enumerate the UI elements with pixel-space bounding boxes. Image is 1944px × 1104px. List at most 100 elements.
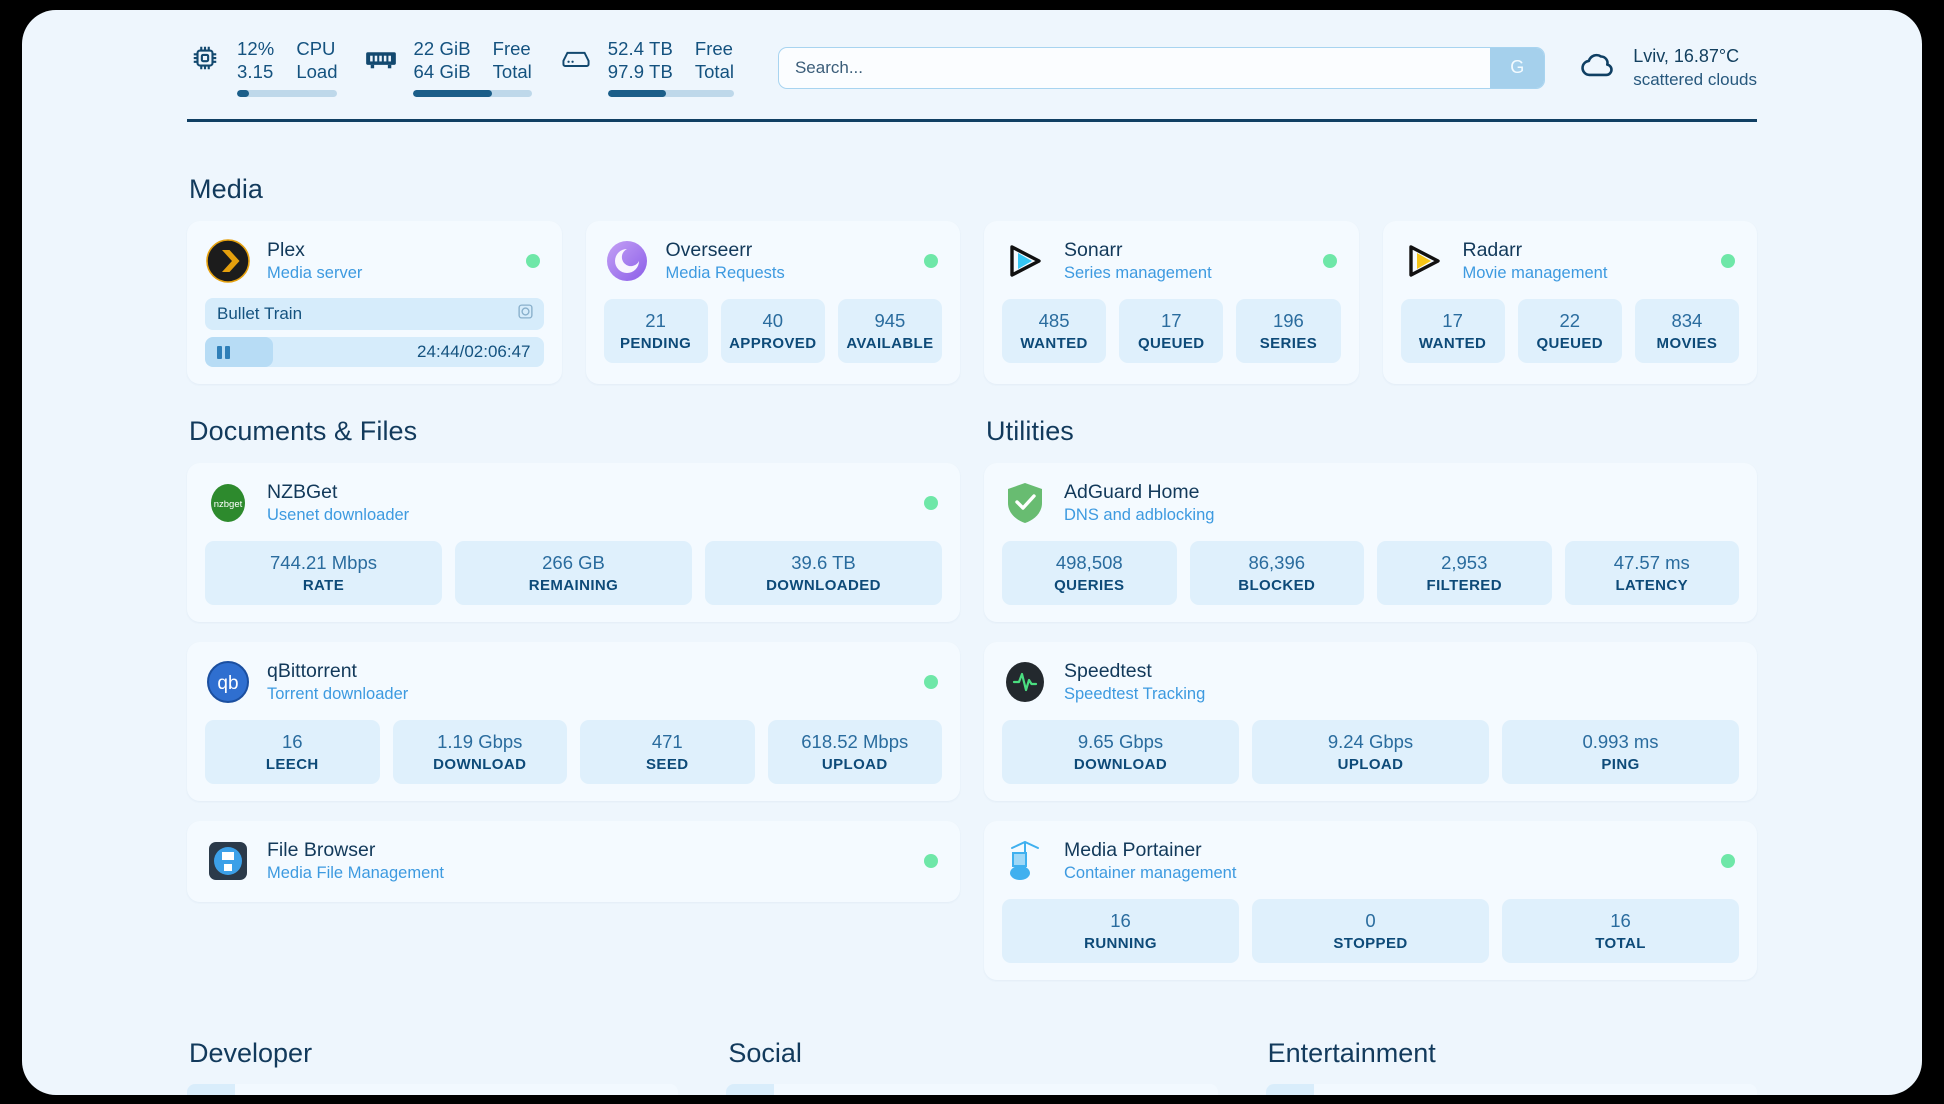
stat-label: QUEUED [1536, 335, 1604, 353]
cpu-label-bottom: Load [296, 61, 338, 82]
service-subtitle: Usenet downloader [267, 506, 410, 524]
speedtest-icon [1002, 659, 1048, 705]
service-name: qBittorrent [267, 660, 357, 683]
stat-value: 1.19 Gbps [437, 731, 523, 753]
service-name: Sonarr [1064, 239, 1123, 261]
service-name: Overseerr [665, 239, 753, 261]
plex-icon [205, 238, 251, 284]
service-card-adguard-home[interactable]: AdGuard Home DNS and adblocking 498,508 … [984, 463, 1757, 623]
cloud-icon [1577, 49, 1619, 86]
bookmark-group-title: Developer [189, 1038, 313, 1069]
stat-tile[interactable]: 1.19 Gbps DOWNLOAD [392, 720, 567, 785]
stat-tile[interactable]: 0 STOPPED [1252, 899, 1489, 964]
stat-tile[interactable]: 744.21 Mbps RATE [205, 541, 442, 606]
bookmark-group-title: Social [728, 1038, 802, 1069]
stat-tile[interactable]: 618.52 Mbps UPLOAD [767, 720, 942, 785]
search-engine-button[interactable]: G [1490, 47, 1545, 88]
memory-progress-fill [413, 90, 492, 97]
stat-tile[interactable]: 47.57 ms LATENCY [1564, 541, 1739, 606]
stat-row: 498,508 QUERIES 86,396 BLOCKED 2,953 FIL… [1002, 541, 1739, 606]
stat-value: 47.57 ms [1613, 552, 1690, 573]
stat-tile[interactable]: 196 SERIES [1236, 299, 1341, 364]
status-indicator-online [525, 254, 540, 268]
stat-tile[interactable]: 0.993 ms PING [1502, 720, 1739, 785]
bookmark-badge: YT [1265, 1084, 1314, 1095]
stat-value: 196 [1272, 310, 1304, 331]
stat-label: BLOCKED [1238, 577, 1316, 595]
cpu-usage-value: 12% [237, 38, 275, 59]
stat-tile[interactable]: 485 WANTED [1002, 299, 1107, 364]
bookmark-item[interactable]: LI LinkedIn linkedin.com [726, 1084, 1218, 1095]
search-input[interactable] [778, 47, 1491, 88]
status-indicator-online [1721, 854, 1735, 869]
portainer-icon [1002, 838, 1048, 884]
service-card-media-portainer[interactable]: Media Portainer Container management 16 … [984, 821, 1757, 981]
stat-tile[interactable]: 945 AVAILABLE [837, 299, 943, 364]
bookmark-item[interactable]: YT YouTube youtube.com [1265, 1084, 1757, 1095]
service-card-file-browser[interactable]: File Browser Media File Management [187, 821, 960, 903]
stat-tile[interactable]: 86,396 BLOCKED [1189, 541, 1364, 606]
stat-tile[interactable]: 17 QUEUED [1119, 299, 1224, 364]
stat-value: 498,508 [1055, 552, 1123, 573]
weather-description: scattered clouds [1633, 69, 1757, 89]
stat-label: STOPPED [1333, 935, 1408, 953]
disk-progress-fill [607, 90, 666, 97]
stat-tile[interactable]: 16 LEECH [205, 720, 380, 785]
service-name: Media Portainer [1064, 839, 1202, 862]
overseerr-icon [604, 238, 650, 284]
resource-widget-cpu[interactable]: 12% CPU 3.15 Load [187, 38, 338, 97]
stat-value: 266 GB [542, 552, 605, 573]
stat-label: WANTED [1418, 335, 1487, 353]
stat-value: 16 [1110, 910, 1131, 932]
stat-row: 16 LEECH 1.19 Gbps DOWNLOAD 471 SEED [205, 720, 942, 785]
service-card-sonarr[interactable]: Sonarr Series management 485 WANTED 17 Q… [984, 221, 1359, 384]
media-card-grid: Plex Media server Bullet Train [187, 221, 1757, 384]
stat-tile[interactable]: 39.6 TB DOWNLOADED [705, 541, 942, 606]
stat-tile[interactable]: 9.24 Gbps UPLOAD [1252, 720, 1489, 785]
now-playing-title-bar[interactable]: Bullet Train [205, 298, 544, 330]
stat-label: DOWNLOAD [1073, 756, 1168, 774]
service-card-plex[interactable]: Plex Media server Bullet Train [187, 221, 562, 384]
now-playing-progress[interactable]: 24:44/02:06:47 [205, 337, 544, 367]
service-name: Speedtest [1064, 660, 1152, 683]
stat-tile[interactable]: 2,953 FILTERED [1377, 541, 1552, 606]
service-card-qbittorrent[interactable]: qb qBittorrent Torrent downloader [187, 642, 960, 802]
stat-tile[interactable]: 40 APPROVED [720, 299, 825, 364]
stat-tile[interactable]: 16 TOTAL [1502, 899, 1739, 964]
stat-tile[interactable]: 9.65 Gbps DOWNLOAD [1002, 720, 1239, 785]
search-area: G [777, 46, 1546, 89]
service-card-overseerr[interactable]: Overseerr Media Requests 21 PENDING 40 A… [585, 221, 960, 384]
stat-label: LATENCY [1615, 577, 1689, 595]
stat-tile[interactable]: 266 GB REMAINING [455, 541, 692, 606]
stat-tile[interactable]: 471 SEED [580, 720, 755, 785]
cast-icon[interactable] [517, 303, 534, 325]
weather-widget[interactable]: Lviv, 16.87°C scattered clouds [1577, 46, 1757, 90]
section-title-media: Media [189, 174, 264, 204]
stat-tile[interactable]: 16 RUNNING [1002, 899, 1239, 964]
resource-widget-disk[interactable]: 52.4 TB Free 97.9 TB Total [558, 38, 734, 97]
stat-tile[interactable]: 834 MOVIES [1634, 299, 1740, 364]
stat-tile[interactable]: 498,508 QUERIES [1002, 541, 1177, 606]
stat-tile[interactable]: 21 PENDING [603, 299, 708, 364]
service-subtitle: Container management [1064, 864, 1237, 883]
stat-tile[interactable]: 17 WANTED [1400, 299, 1505, 364]
stat-tile[interactable]: 22 QUEUED [1517, 299, 1622, 364]
qbittorrent-icon: qb [205, 659, 251, 705]
service-subtitle: DNS and adblocking [1064, 506, 1215, 524]
status-indicator-online [924, 854, 938, 869]
stat-label: SERIES [1259, 335, 1318, 353]
search-box[interactable]: G [777, 46, 1546, 89]
service-card-radarr[interactable]: Radarr Movie management 17 WANTED 22 QUE… [1382, 221, 1757, 384]
memory-progress-bar [413, 90, 532, 97]
top-bar: 12% CPU 3.15 Load [22, 10, 1922, 97]
service-subtitle: Media server [267, 264, 363, 282]
bookmark-group-entertainment: Entertainment YT YouTube youtube.com NF … [1265, 1038, 1757, 1095]
filebrowser-icon [205, 838, 251, 884]
now-playing-title: Bullet Train [217, 304, 303, 323]
service-card-speedtest[interactable]: Speedtest Speedtest Tracking 9.65 Gbps D… [984, 642, 1757, 802]
service-card-nzbget[interactable]: nzbget NZBGet Usenet downloader 74 [187, 463, 960, 623]
pause-icon[interactable] [217, 345, 230, 359]
resource-widget-memory[interactable]: 22 GiB Free 64 GiB Total [363, 38, 532, 97]
bookmark-item[interactable]: GH Github github.com [187, 1084, 679, 1095]
section-title-documents: Documents & Files [189, 416, 418, 446]
